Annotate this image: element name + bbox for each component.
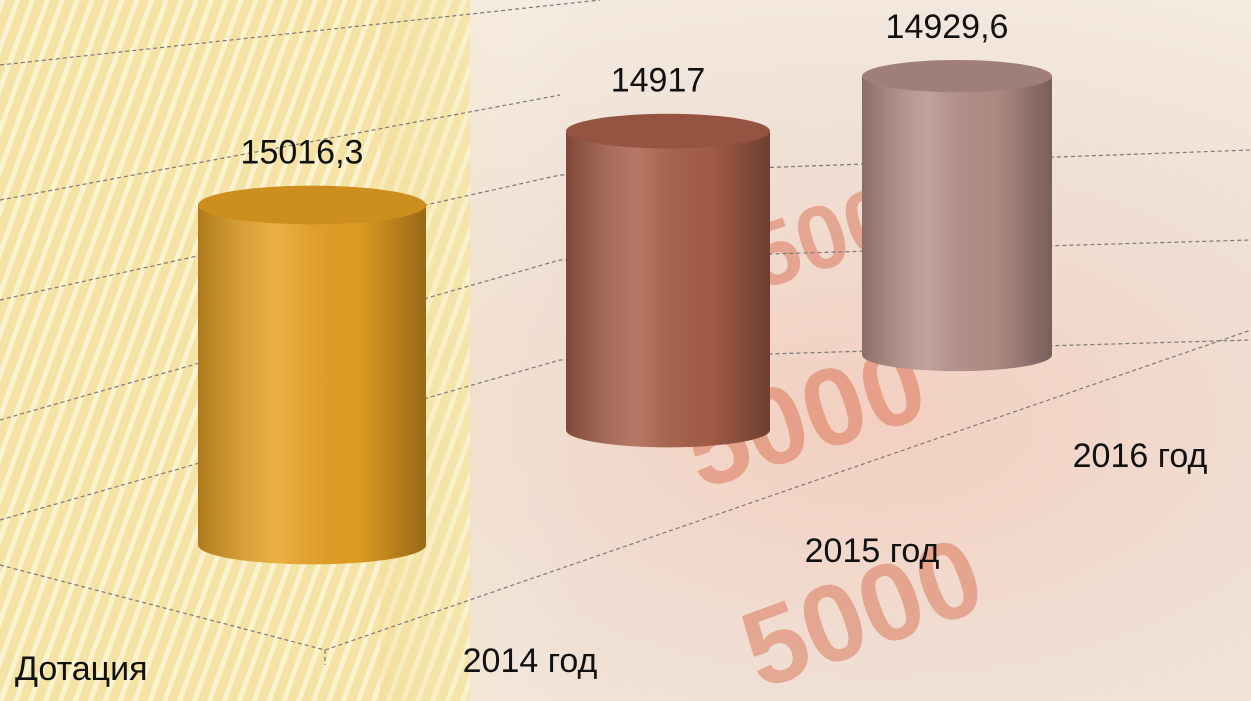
series-label: Дотация <box>15 650 148 688</box>
bar-top-shade <box>198 185 426 225</box>
category-label: 2014 год <box>463 642 598 680</box>
bar-top <box>198 185 426 225</box>
value-label: 15016,3 <box>241 134 364 172</box>
bar-top <box>566 113 770 149</box>
category-label: 2015 год <box>805 532 940 570</box>
bar-top-shade <box>862 59 1052 93</box>
bar-top <box>862 59 1052 93</box>
bar-top-shade <box>566 113 770 149</box>
category-label: 2016 год <box>1073 437 1208 475</box>
value-label: 14917 <box>611 62 706 100</box>
value-label: 14929,6 <box>886 8 1009 46</box>
bar-shading <box>198 205 426 565</box>
bar-shading <box>566 131 770 448</box>
bar-shading <box>862 76 1052 372</box>
